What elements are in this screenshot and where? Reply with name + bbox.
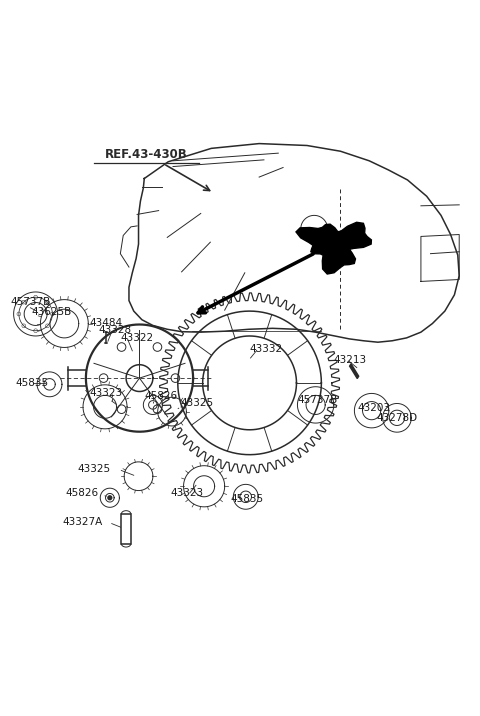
- Text: 45737B: 45737B: [10, 296, 50, 306]
- Text: 43278D: 43278D: [376, 413, 418, 423]
- Text: 43203: 43203: [357, 403, 390, 413]
- Text: REF.43-430B: REF.43-430B: [105, 147, 188, 161]
- Text: 43323: 43323: [89, 388, 122, 398]
- Text: 43327A: 43327A: [63, 517, 103, 527]
- Bar: [121, 514, 131, 543]
- Text: 43325: 43325: [180, 397, 213, 407]
- Polygon shape: [296, 222, 372, 274]
- Polygon shape: [349, 364, 359, 379]
- Text: 45826: 45826: [65, 488, 98, 498]
- Text: 43325: 43325: [77, 464, 110, 474]
- Text: 45826: 45826: [144, 391, 178, 401]
- Text: 45835: 45835: [15, 378, 48, 388]
- Text: 43323: 43323: [170, 488, 204, 498]
- Text: 43213: 43213: [333, 355, 366, 365]
- Text: 43322: 43322: [120, 333, 154, 343]
- Text: 43332: 43332: [250, 344, 283, 354]
- Text: 43484: 43484: [89, 318, 122, 328]
- Text: 43328: 43328: [99, 325, 132, 335]
- Circle shape: [108, 496, 112, 500]
- Text: 45835: 45835: [230, 494, 264, 504]
- Text: 43625B: 43625B: [32, 306, 72, 316]
- Text: 45737B: 45737B: [298, 395, 338, 405]
